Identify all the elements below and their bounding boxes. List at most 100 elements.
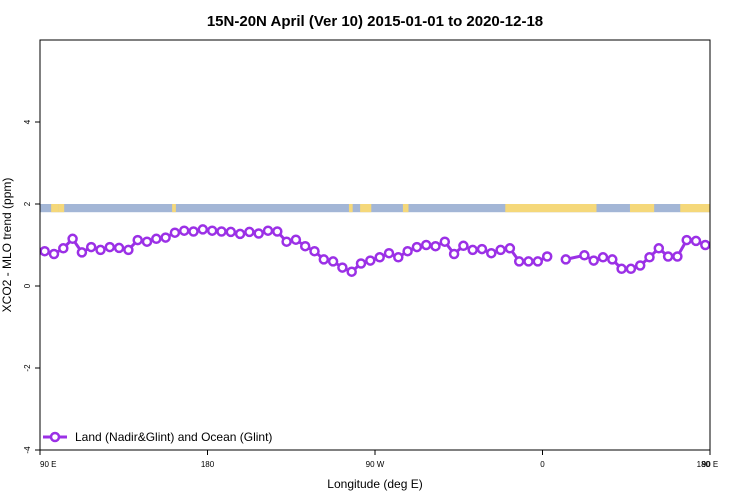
data-point [700, 239, 711, 251]
data-point [607, 254, 618, 265]
y-tick-label: -4 [23, 446, 32, 454]
data-point [523, 256, 534, 267]
x-tick-label: 180 [201, 460, 215, 469]
x-tick-label: 90 W [366, 460, 385, 469]
data-point [653, 243, 665, 254]
data-point [420, 239, 432, 251]
data-point [160, 232, 171, 243]
land-segment [629, 204, 655, 213]
data-point [597, 252, 609, 263]
data-point [672, 251, 683, 262]
data-point [67, 233, 78, 245]
series-layer [39, 224, 711, 277]
x-axis-label: Longitude (deg E) [327, 477, 422, 491]
data-point [448, 248, 460, 260]
data-point [337, 262, 348, 273]
data-point [374, 252, 385, 263]
data-point [141, 236, 153, 247]
data-point [486, 247, 497, 259]
data-point [588, 255, 599, 266]
data-point [346, 266, 357, 277]
land-segment [505, 204, 597, 213]
series-line [44, 227, 706, 274]
legend: Land (Nadir&Glint) and Ocean (Glint) [43, 430, 272, 444]
x-tick-label: 90 E [40, 460, 56, 469]
data-point [39, 245, 50, 257]
land-segment [348, 204, 353, 213]
data-point [411, 241, 423, 253]
data-point [560, 254, 572, 265]
data-point [402, 245, 413, 257]
data-point [48, 248, 60, 260]
data-point [206, 225, 218, 236]
data-point [85, 241, 97, 253]
x-tick-label: 90 E [702, 460, 718, 469]
land-ocean-strip [40, 204, 710, 213]
data-point [216, 226, 227, 237]
land-segment [51, 204, 59, 213]
land-segment [360, 204, 372, 213]
data-point [272, 226, 283, 237]
data-point [123, 244, 134, 256]
data-point [281, 236, 292, 247]
x-tick-label-end: 180 [697, 460, 711, 469]
data-point [476, 243, 488, 255]
data-point [299, 240, 311, 252]
data-point [681, 234, 692, 246]
data-point [327, 256, 339, 267]
data-point [178, 225, 190, 236]
data-point [504, 243, 516, 254]
y-tick-label: -2 [23, 364, 32, 372]
data-point [625, 263, 637, 275]
land-segment [402, 204, 409, 213]
data-point [169, 227, 181, 238]
y-axis-label: XCO2 - MLO trend (ppm) [0, 178, 14, 313]
data-point [132, 234, 143, 246]
data-point [76, 247, 88, 258]
data-point [458, 240, 469, 252]
land-segment [680, 204, 710, 213]
data-point [579, 250, 590, 261]
x-tick-label: 0 [540, 460, 545, 469]
data-point [662, 251, 674, 262]
data-point [634, 260, 646, 271]
land-segment [58, 204, 65, 213]
data-point [513, 256, 525, 267]
data-point [690, 235, 702, 247]
data-point [393, 252, 404, 263]
data-point [234, 228, 246, 240]
data-point [104, 241, 116, 253]
legend-marker [49, 431, 61, 443]
chart-title: 15N-20N April (Ver 10) 2015-01-01 to 202… [207, 13, 543, 30]
y-tick-label: 4 [23, 119, 32, 124]
data-point [197, 224, 209, 235]
data-point [290, 234, 302, 245]
data-point [616, 263, 627, 275]
data-point [244, 226, 255, 238]
data-point [309, 245, 320, 257]
data-point [495, 244, 506, 256]
data-point [383, 247, 395, 259]
data-point [95, 244, 106, 256]
data-point [439, 236, 451, 247]
data-point [58, 243, 69, 254]
data-point [151, 233, 162, 245]
data-point [253, 228, 264, 239]
plot-frame [39, 39, 711, 451]
ocean-band [40, 204, 710, 213]
y-tick-label: 0 [23, 283, 32, 288]
data-point [430, 240, 441, 252]
data-point [225, 226, 237, 238]
data-point [113, 242, 125, 254]
data-point [541, 251, 553, 262]
data-point [467, 244, 478, 256]
data-point [188, 226, 199, 237]
land-segment [172, 204, 176, 213]
data-point [318, 254, 330, 265]
data-point [355, 258, 367, 269]
data-point [644, 252, 655, 263]
legend-label: Land (Nadir&Glint) and Ocean (Glint) [75, 430, 272, 444]
data-point [365, 255, 376, 266]
